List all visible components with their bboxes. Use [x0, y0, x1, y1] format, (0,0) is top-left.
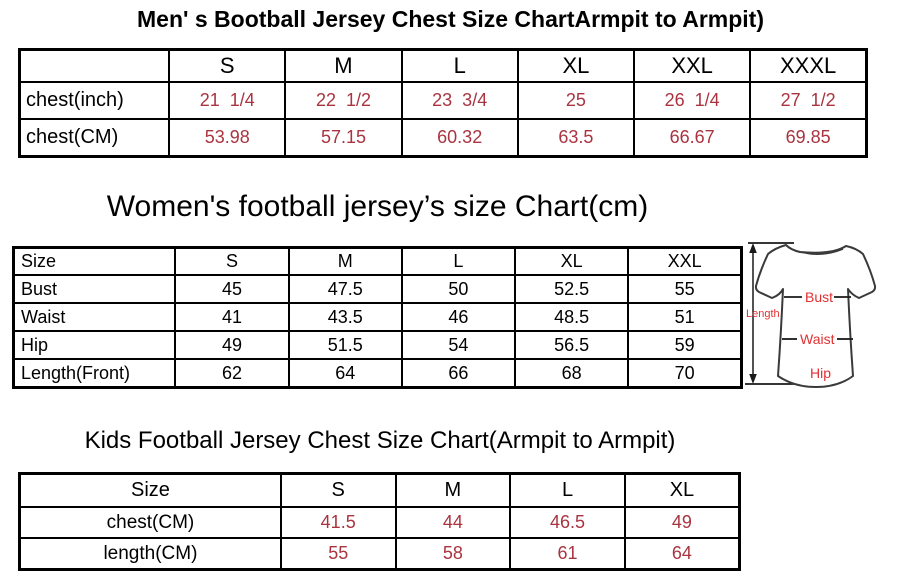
header-row: Size S M L XL [18, 472, 741, 508]
tshirt-measurement-diagram: Bust Waist Hip Length [744, 234, 901, 400]
women-table-grid: Size S M L XL XXL Bust 45 47.5 50 52.5 55 Waist 41 43.… [12, 246, 743, 389]
column-header: M [287, 246, 403, 276]
kids-table-grid: Size S M L XL chest(CM) 41.5 44 46.5 49 length(CM)… [18, 472, 741, 571]
value-cell: 55 [279, 537, 397, 571]
table-row: Bust 45 47.5 50 52.5 55 [12, 274, 743, 304]
table-row: Hip 49 51.5 54 56.5 59 [12, 330, 743, 360]
men-size-table: S M L XL XXL XXXL chest(inch) 21 1/4 22 1/2 23 3/… [18, 48, 868, 158]
row-label: chest(CM) [18, 506, 282, 539]
value-cell: 22 1/2 [284, 81, 403, 120]
value-cell: 66 [400, 358, 517, 389]
value-cell: 62 [174, 358, 290, 389]
table-row: Waist 41 43.5 46 48.5 51 [12, 302, 743, 332]
value-cell: 54 [400, 330, 517, 360]
row-label: length(CM) [18, 537, 282, 571]
value-cell: 61 [509, 537, 626, 571]
table-row: chest(inch) 21 1/4 22 1/2 23 3/4 25 26 1/4 27 … [18, 81, 868, 120]
column-header: XXL [627, 246, 743, 276]
value-cell: 63.5 [516, 118, 636, 158]
value-cell: 26 1/4 [633, 81, 752, 120]
column-header [18, 48, 171, 83]
table-row: length(CM) 55 58 61 64 [18, 537, 741, 571]
column-header: L [509, 472, 626, 508]
value-cell: 57.15 [284, 118, 403, 158]
bust-label: Bust [805, 289, 833, 305]
table-row: chest(CM) 41.5 44 46.5 49 [18, 506, 741, 539]
value-cell: 49 [623, 506, 741, 539]
value-cell: 51.5 [287, 330, 403, 360]
value-cell: 69.85 [749, 118, 868, 158]
column-header: XXXL [749, 48, 868, 83]
value-cell: 47.5 [287, 274, 403, 304]
value-cell: 25 [516, 81, 636, 120]
column-header: XXL [633, 48, 752, 83]
header-row: Size S M L XL XXL [12, 246, 743, 276]
collar-inner-line [788, 247, 844, 255]
value-cell: 46.5 [509, 506, 626, 539]
table-row: chest(CM) 53.98 57.15 60.32 63.5 66.67 69.85 [18, 118, 868, 158]
value-cell: 41 [174, 302, 290, 332]
value-cell: 48.5 [514, 302, 630, 332]
header-row: S M L XL XXL XXXL [18, 48, 868, 83]
column-header: M [284, 48, 403, 83]
row-label: Waist [12, 302, 177, 332]
arrow-down-icon [749, 374, 757, 384]
row-label: chest(inch) [18, 81, 171, 120]
value-cell: 56.5 [514, 330, 630, 360]
row-label: Bust [12, 274, 177, 304]
table-row: Length(Front) 62 64 66 68 70 [12, 358, 743, 389]
value-cell: 50 [400, 274, 517, 304]
value-cell: 58 [394, 537, 512, 571]
column-header: S [168, 48, 287, 83]
kids-chart-title: Kids Football Jersey Chest Size Chart(Ar… [84, 427, 676, 454]
value-cell: 23 3/4 [400, 81, 519, 120]
column-header: M [394, 472, 512, 508]
value-cell: 59 [627, 330, 743, 360]
row-label: Length(Front) [12, 358, 177, 389]
value-cell: 70 [627, 358, 743, 389]
value-cell: 27 1/2 [749, 81, 868, 120]
men-table-grid: S M L XL XXL XXXL chest(inch) 21 1/4 22 1/2 23 3/… [18, 48, 868, 158]
column-header: XL [516, 48, 636, 83]
value-cell: 51 [627, 302, 743, 332]
column-header: XL [514, 246, 630, 276]
column-header: S [174, 246, 290, 276]
value-cell: 45 [174, 274, 290, 304]
value-cell: 49 [174, 330, 290, 360]
value-cell: 64 [623, 537, 741, 571]
value-cell: 53.98 [168, 118, 287, 158]
tshirt-icon: Bust Waist Hip Length [745, 242, 877, 388]
tshirt-outline [754, 244, 877, 388]
value-cell: 43.5 [287, 302, 403, 332]
column-header: S [279, 472, 397, 508]
value-cell: 41.5 [279, 506, 397, 539]
waist-label: Waist [800, 331, 835, 347]
women-size-table: Size S M L XL XXL Bust 45 47.5 50 52.5 55 Waist 41 43.… [12, 246, 743, 389]
value-cell: 21 1/4 [168, 81, 287, 120]
column-header: XL [623, 472, 741, 508]
value-cell: 64 [287, 358, 403, 389]
column-header: L [400, 246, 517, 276]
value-cell: 68 [514, 358, 630, 389]
value-cell: 55 [627, 274, 743, 304]
row-label: Hip [12, 330, 177, 360]
row-label: chest(CM) [18, 118, 171, 158]
value-cell: 66.67 [633, 118, 752, 158]
column-header: L [400, 48, 519, 83]
women-chart-title: Women's football jersey’s size Chart(cm) [106, 190, 649, 223]
column-header: Size [18, 472, 282, 508]
men-chart-title: Men' s Bootball Jersey Chest Size ChartA… [137, 6, 764, 32]
value-cell: 46 [400, 302, 517, 332]
value-cell: 44 [394, 506, 512, 539]
value-cell: 60.32 [400, 118, 519, 158]
length-label: Length [746, 308, 780, 320]
column-header: Size [12, 246, 177, 276]
value-cell: 52.5 [514, 274, 630, 304]
arrow-up-icon [749, 243, 757, 253]
kids-size-table: Size S M L XL chest(CM) 41.5 44 46.5 49 length(CM)… [18, 472, 741, 571]
hip-label: Hip [810, 365, 831, 381]
